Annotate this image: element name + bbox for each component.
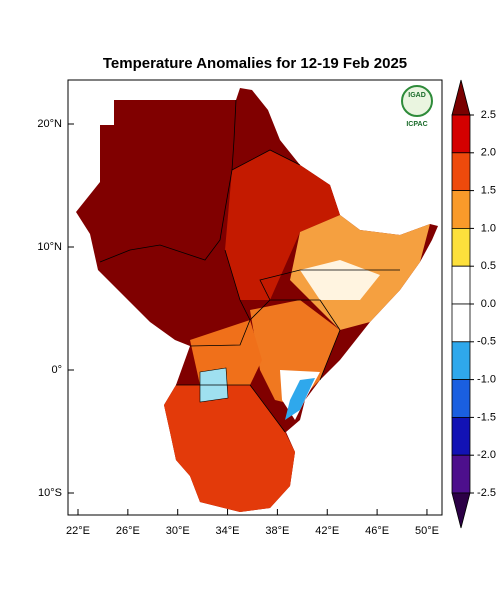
colorbar-box	[451, 152, 471, 192]
colorbar-label: -2.5	[477, 487, 496, 499]
country-borders	[176, 149, 400, 433]
colorbar: 2.5 2.0 1.5 1.0 0.5 0.0 -0.5 -1.0 -1.5 -2.0 -2.5	[451, 79, 496, 529]
logo-top-text: IGAD	[408, 92, 426, 99]
lon-label: 38°E	[265, 525, 289, 537]
ethiopia-anomaly	[225, 150, 340, 300]
lat-label: 10°S	[38, 487, 62, 499]
logo-emblem	[401, 85, 433, 117]
colorbar-box	[451, 379, 471, 418]
axes: 22°E 26°E 30°E 34°E 38°E 42°E 46°E 50°E 20°N 10°N…	[37, 118, 439, 537]
lat-label: 0°	[51, 364, 62, 376]
logo: IGAD ICPAC	[401, 85, 433, 128]
lon-label: 30°E	[166, 525, 190, 537]
colorbar-label: -2.0	[477, 449, 496, 461]
colorbar-label: -1.0	[477, 374, 496, 386]
lon-label: 34°E	[216, 525, 240, 537]
logo-bottom-text: ICPAC	[406, 121, 427, 128]
uganda-anomaly	[190, 320, 262, 385]
colorbar-triangle-bottom	[451, 492, 471, 529]
lon-label: 22°E	[66, 525, 90, 537]
coast-cool	[285, 378, 315, 420]
colorbar-box	[451, 454, 471, 494]
lon-label: 50°E	[415, 525, 439, 537]
lon-label: 46°E	[365, 525, 389, 537]
colorbar-box	[451, 190, 471, 229]
lon-label: 42°E	[315, 525, 339, 537]
colorbar-label: 0.0	[481, 298, 496, 310]
colorbar-box	[451, 303, 471, 343]
colorbar-box	[451, 227, 471, 267]
colorbar-box	[451, 416, 471, 456]
colorbar-box	[451, 341, 471, 380]
lat-label: 10°N	[37, 241, 62, 253]
colorbar-box	[451, 265, 471, 305]
colorbar-label: 2.0	[481, 147, 496, 159]
colorbar-box	[451, 114, 471, 154]
land	[76, 88, 438, 512]
colorbar-label: -1.5	[477, 411, 496, 423]
tanzania-anomaly	[164, 385, 295, 512]
colorbar-label: 0.5	[481, 260, 496, 272]
colorbar-label: 1.5	[481, 185, 496, 197]
colorbar-label: 2.5	[481, 109, 496, 121]
kenya-anomaly	[250, 300, 340, 405]
colorbar-label: -0.5	[477, 336, 496, 348]
border-lines	[99, 99, 237, 263]
map-title: Temperature Anomalies for 12-19 Feb 2025	[103, 55, 407, 72]
lon-label: 26°E	[116, 525, 140, 537]
colorbar-triangle-top	[451, 79, 471, 116]
lat-label: 20°N	[37, 118, 62, 130]
colorbar-label: 1.0	[481, 222, 496, 234]
